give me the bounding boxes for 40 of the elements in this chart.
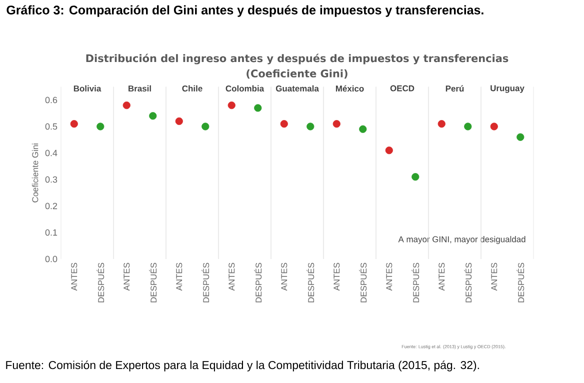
x-tick-label: ANTES	[438, 262, 445, 291]
chart-title: Perú	[446, 85, 464, 92]
x-tick-label: DESPUÉS	[254, 262, 262, 302]
x-tick-label: ANTES	[176, 262, 182, 291]
y-tick-label: 0.4	[45, 150, 58, 156]
text: (Coeficiente Gini)	[246, 69, 348, 79]
y-tick-label: 0.3	[45, 176, 58, 183]
chart-title: Colombia	[226, 85, 264, 92]
x-tick-label: DESPUÉS	[96, 262, 104, 302]
y-tick-label: 0.0	[45, 256, 58, 262]
chart-title: OECD	[390, 85, 414, 92]
y-tick-label: 0.2	[45, 202, 58, 210]
x-tick-label: ANTES	[334, 262, 340, 291]
y-tick-label: 0.6	[45, 96, 58, 104]
y-tick-label: 0.5	[45, 123, 58, 130]
chart-title: México	[336, 85, 364, 92]
x-tick-label: ANTES	[491, 262, 498, 291]
chart-title: Guatemala	[276, 85, 319, 92]
text: Gráfico 3: Comparación del Gini antes y después de impuestos y transferencias.	[6, 5, 484, 17]
x-tick-label: ANTES	[386, 262, 392, 291]
x-tick-label: DESPUÉS	[202, 262, 210, 302]
chart-title: Bolivia	[74, 85, 102, 92]
x-tick-label: DESPUÉS	[306, 262, 314, 302]
text: Distribución del ingreso antes y después de impuestos y transferencias	[86, 54, 508, 64]
x-tick-label: DESPUÉS	[149, 262, 157, 302]
source-note: Fuente: Comisión de Expertos para la Equidad y la Competitividad Tributaria (2015, pág. 32).	[6, 360, 479, 372]
chart-title: Chile	[182, 85, 202, 92]
chart-title: Brasil	[128, 85, 151, 92]
y-axis-title: Coeficiente Gini	[32, 144, 38, 202]
x-tick-label: DESPUÉS	[464, 262, 472, 302]
x-tick-label: ANTES	[124, 262, 130, 291]
x-tick-label: ANTES	[71, 262, 78, 291]
x-tick-label: DESPUÉS	[516, 262, 524, 302]
chart-title: Uruguay	[490, 85, 524, 93]
annotation: A mayor GINI, mayor desigualdad	[398, 236, 526, 244]
y-tick-label: 0.1	[45, 229, 58, 236]
x-tick-label: DESPUÉS	[412, 262, 420, 302]
x-tick-label: DESPUÉS	[359, 262, 367, 302]
x-tick-label: ANTES	[228, 262, 235, 291]
x-tick-label: ANTES	[281, 262, 288, 291]
